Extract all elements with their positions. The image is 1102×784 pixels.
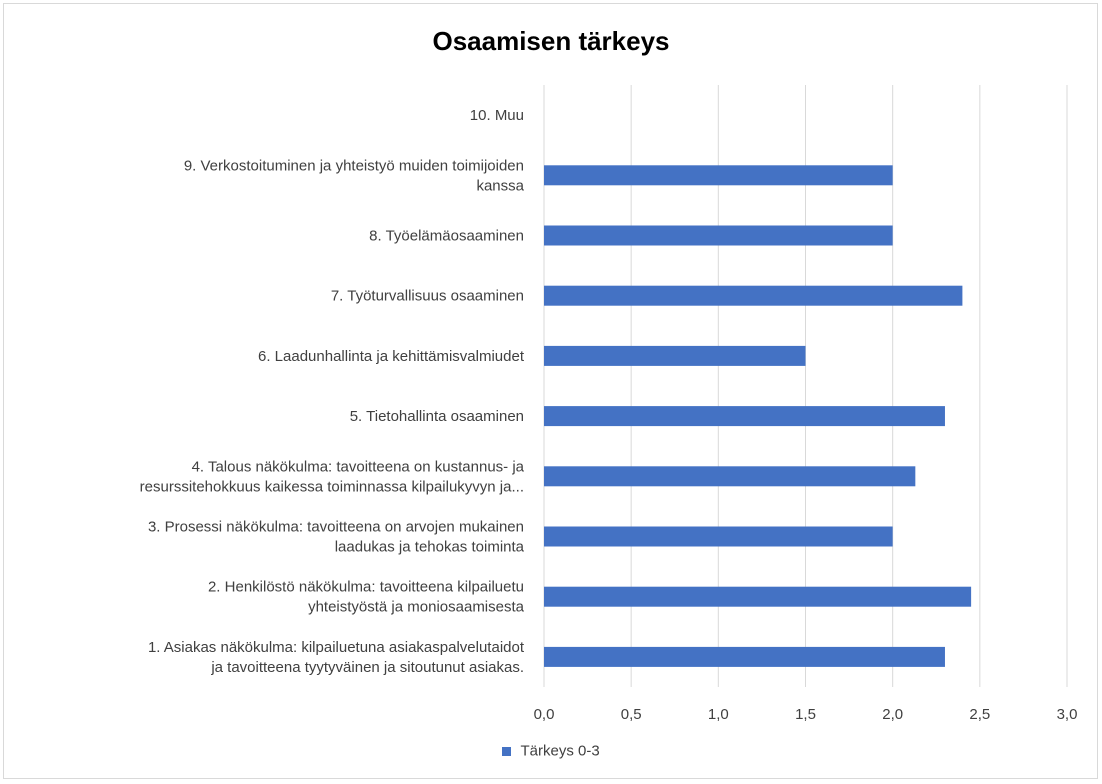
bar (544, 586, 972, 607)
category-label: 3. Prosessi näkökulma: tavoitteena on ar… (148, 519, 524, 536)
bar (544, 165, 893, 186)
x-tick-label: 1,0 (708, 706, 729, 723)
bar (544, 345, 806, 366)
category-label: 9. Verkostoituminen ja yhteistyö muiden … (184, 157, 524, 174)
category-label: 5. Tietohallinta osaaminen (350, 408, 524, 425)
category-label: 8. Työelämäosaaminen (369, 228, 524, 245)
x-tick-label: 0,5 (621, 706, 642, 723)
category-label: resurssitehokkuus kaikessa toiminnassa k… (140, 478, 524, 495)
x-tick-label: 0,0 (534, 706, 555, 723)
x-tick-label: 2,5 (969, 706, 990, 723)
x-tick-label: 3,0 (1057, 706, 1078, 723)
category-label: 7. Työturvallisuus osaaminen (331, 288, 524, 305)
x-tick-label: 2,0 (882, 706, 903, 723)
bar (544, 406, 945, 427)
legend-swatch (502, 746, 512, 756)
category-label: 4. Talous näkökulma: tavoitteena on kust… (192, 458, 525, 475)
bar (544, 526, 893, 547)
category-label: 2. Henkilöstö näkökulma: tavoitteena kil… (208, 579, 524, 596)
category-label: kanssa (476, 177, 524, 194)
bar (544, 225, 893, 246)
category-label: laadukas ja tehokas toiminta (335, 539, 525, 556)
legend-label: Tärkeys 0-3 (520, 742, 600, 760)
bar (544, 646, 945, 667)
x-tick-label: 1,5 (795, 706, 816, 723)
category-label: 6. Laadunhallinta ja kehittämisvalmiudet (258, 348, 525, 365)
category-label: 1. Asiakas näkökulma: kilpailuetuna asia… (148, 639, 525, 656)
category-label: yhteistyöstä ja moniosaamisesta (308, 599, 525, 616)
chart-title: Osaamisen tärkeys (432, 26, 670, 56)
legend: Tärkeys 0-3 (0, 742, 1102, 760)
bar (544, 466, 916, 487)
category-label: 10. Muu (470, 107, 524, 124)
category-label: ja tavoitteena tyytyväinen ja sitoutunut… (210, 659, 524, 676)
bar (544, 285, 963, 306)
